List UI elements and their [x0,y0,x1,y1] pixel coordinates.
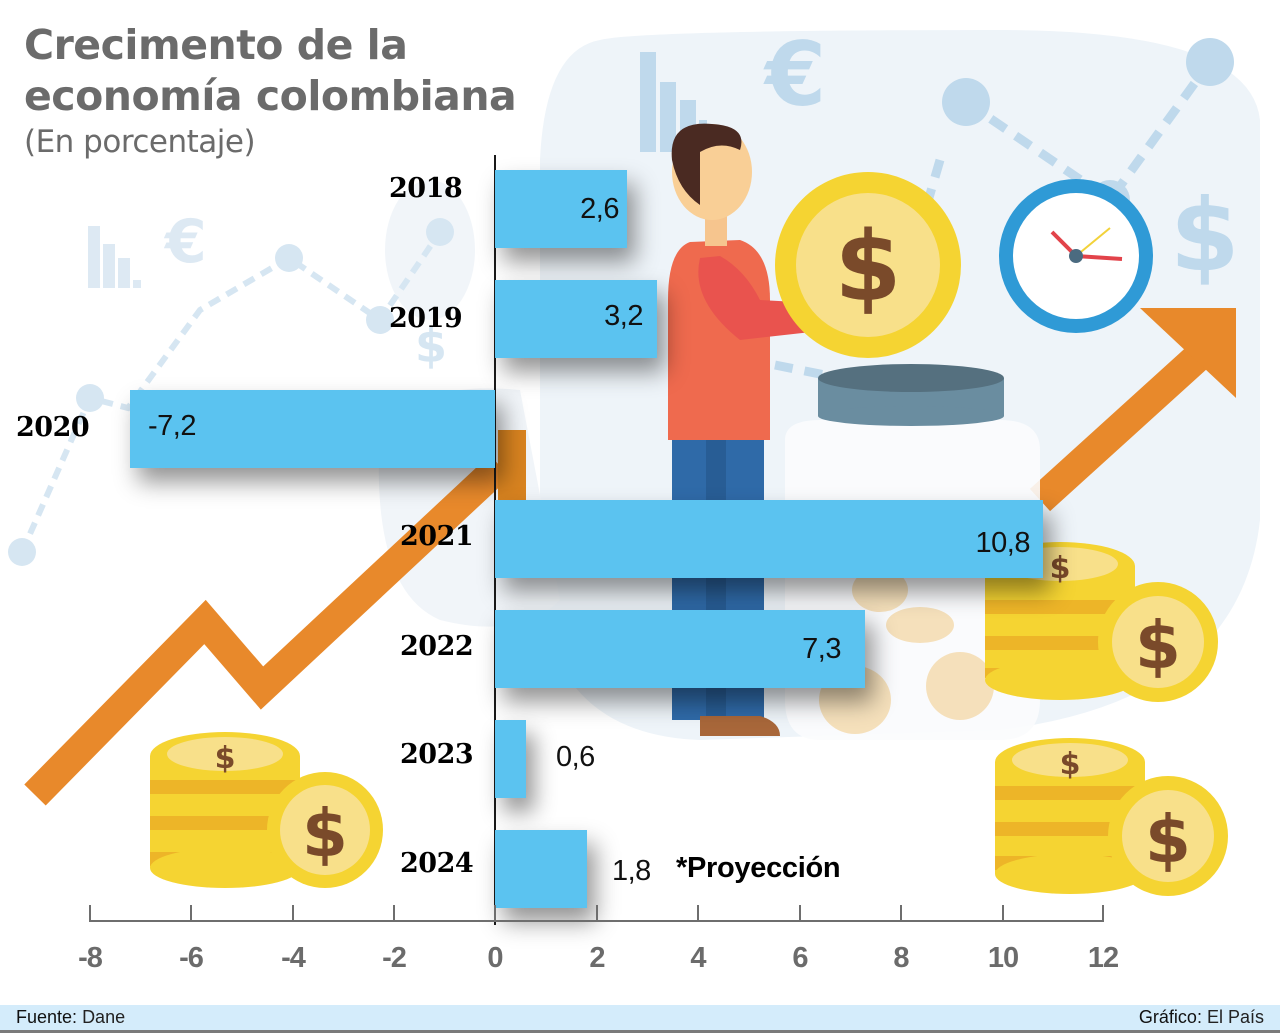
bar-value: -7,2 [148,410,196,442]
year-label: 2019 [389,303,463,334]
source-value: Dane [82,1007,126,1027]
x-tick-label: -6 [179,942,204,974]
x-tick-label: 8 [893,942,909,974]
x-tick-label: 0 [487,942,503,974]
bar-value: 3,2 [604,300,643,332]
x-tick [1002,905,1004,921]
bar-2018 [495,170,627,248]
x-tick [596,905,598,921]
x-tick-label: 2 [589,942,605,974]
bar-chart: 2018 2,6 2019 3,2 2020 -7,2 2021 10,8 20… [16,155,1119,974]
x-tick-label: 6 [792,942,808,974]
dollar-coin-icon: $ [775,172,961,358]
svg-text:$: $ [1050,551,1071,586]
year-label: 2024 [400,848,474,879]
projection-note: *Proyección [676,852,841,884]
x-tick [292,905,294,921]
year-label: 2018 [389,173,463,204]
bar-value: 2,6 [580,193,619,225]
svg-text:$: $ [1135,607,1181,684]
dollar-icon: $ [1170,177,1240,294]
x-tick [190,905,192,921]
chart-title-line-1: Crecimento de la [24,21,408,69]
bar-2019 [495,280,657,358]
svg-text:$: $ [1145,801,1191,878]
bar-value: 0,6 [556,741,595,773]
chart-title-line-2: economía colombiana [24,72,517,120]
x-tick [799,905,801,921]
bar-2023 [495,720,526,798]
chart-title-block: Crecimento de la economía colombiana (En… [24,20,517,162]
x-tick [1102,905,1104,921]
bar-value: 1,8 [612,855,651,887]
rising-arrow-icon [24,308,1236,806]
clock-icon [999,179,1153,333]
year-label: 2023 [400,739,474,770]
x-tick [900,905,902,921]
year-label: 2021 [400,521,474,552]
x-tick [494,905,496,921]
x-tick [89,905,91,921]
x-tick-label: 12 [1087,942,1119,974]
coin-stack-icon: $ $ [150,732,383,888]
line-chart-dots [8,218,454,566]
x-tick [697,905,699,921]
bar-value: 7,3 [802,633,841,665]
year-label: 2022 [400,631,474,662]
x-tick-label: 4 [690,942,706,974]
coin-stack-icon: $ $ [995,738,1228,896]
x-tick-label: -2 [382,942,407,974]
year-label: 2020 [16,412,90,443]
credit-label: Gráfico: [1138,1007,1202,1027]
x-tick-label: -4 [281,942,306,974]
bar-2022 [495,610,865,688]
svg-text:$: $ [1060,747,1081,782]
chart-subtitle: (En porcentaje) [24,124,256,160]
bar-value: 10,8 [975,527,1031,559]
bar-2020 [130,390,495,468]
svg-text:$: $ [215,741,236,776]
x-tick-label: 10 [987,942,1019,974]
euro-icon: € [763,23,826,126]
bar-chart-icon [88,226,141,288]
credit-value: El País [1206,1007,1264,1027]
svg-text:$: $ [302,795,348,872]
footer: Fuente: Dane Gráfico: El País [0,1005,1280,1033]
x-tick [393,905,395,921]
source-credit: Fuente: Dane [16,1007,125,1028]
x-tick-label: -8 [78,942,103,974]
bar-2021 [495,500,1043,578]
source-label: Fuente: [16,1007,78,1027]
dollar-icon: $ [415,319,447,373]
graphic-credit: Gráfico: El País [1139,1007,1264,1028]
bar-2024 [495,830,587,908]
x-axis-line [89,920,1104,922]
euro-icon: € [163,207,207,277]
svg-text:$: $ [835,211,902,323]
